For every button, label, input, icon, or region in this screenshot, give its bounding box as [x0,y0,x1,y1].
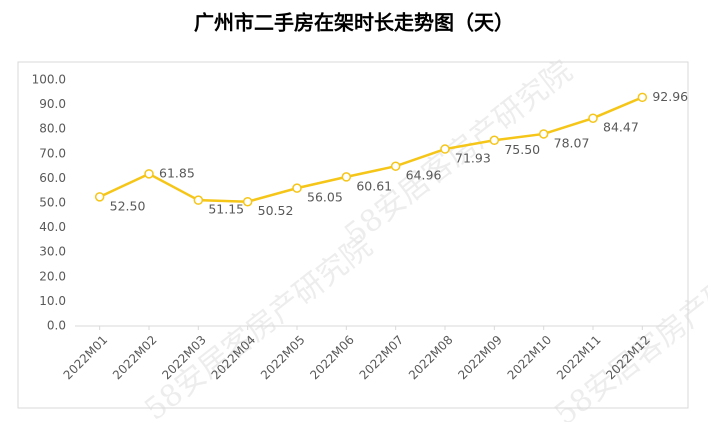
x-tick-label: 2022M06 [307,333,357,383]
y-tick-label: 20.0 [39,269,66,283]
point [489,135,500,146]
x-tick-label: 2022M02 [110,333,160,383]
point [292,183,302,193]
point [242,196,253,207]
y-tick-label: 30.0 [39,245,66,259]
point [341,172,352,182]
watermark: 58安居客房产研究院 [138,229,379,422]
series-line [99,96,643,203]
x-tick-label: 2022M07 [357,333,407,383]
x-tick-label: 2022M01 [61,333,111,383]
value-label: 52.50 [110,198,146,213]
x-tick-label: 2022M08 [406,333,456,383]
y-tick-label: 100.0 [32,73,66,87]
value-label: 75.50 [504,142,540,157]
value-label: 60.61 [356,178,392,193]
y-tick-label: 60.0 [39,171,66,185]
point [193,195,204,205]
watermark: 58安居客房产研究院 [548,234,708,422]
value-label: 78.07 [554,135,590,150]
y-tick-label: 80.0 [39,122,66,136]
chart-frame [17,61,689,409]
value-label: 92.96 [652,89,688,104]
point [440,144,450,154]
value-label: 61.85 [159,165,195,180]
value-label: 84.47 [603,120,639,135]
value-label: 71.93 [455,151,491,166]
point [588,113,598,123]
y-tick-label: 10.0 [39,294,66,308]
chart-title: 广州市二手房在架时长走势图（天） [194,11,514,35]
y-tick-label: 50.0 [39,196,66,210]
y-tick-label: 0.0 [47,319,66,333]
x-tick-label: 2022M10 [505,333,555,383]
x-tick-label: 2022M09 [455,333,505,383]
value-label: 64.96 [406,168,442,183]
point [144,169,154,179]
value-label: 56.05 [307,190,343,205]
value-label: 50.52 [258,203,294,218]
y-tick-label: 40.0 [39,220,66,234]
y-tick-label: 90.0 [39,97,66,111]
point [538,129,549,139]
point [390,161,401,171]
point [94,192,105,202]
value-label: 51.15 [208,202,244,217]
point [637,92,648,103]
y-tick-label: 70.0 [39,146,66,160]
